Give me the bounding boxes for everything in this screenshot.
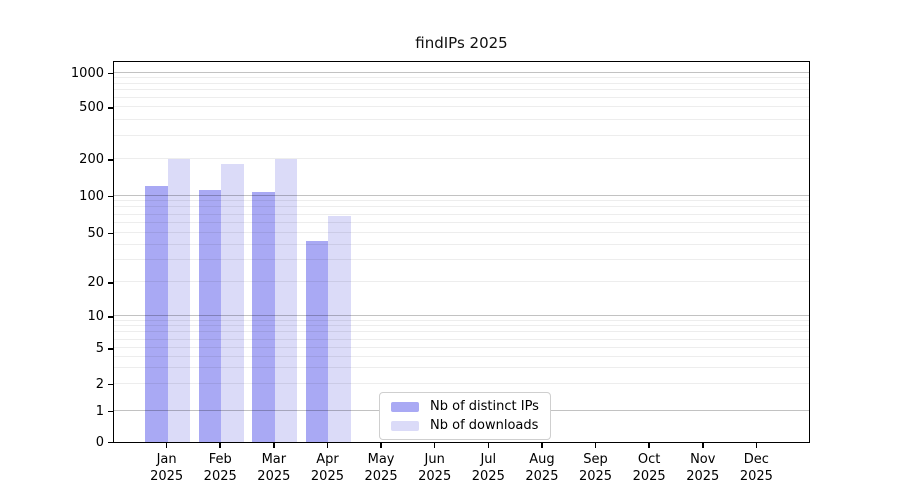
bar-downloads-jan: [167, 159, 191, 442]
gridline-minor: [114, 281, 809, 282]
legend-swatch-distinct-ips: [391, 401, 419, 412]
x-tick-label-may: May 2025: [364, 451, 398, 484]
legend-swatch-downloads: [391, 420, 419, 431]
x-tick-mark: [487, 443, 490, 448]
bar-downloads-apr: [328, 216, 351, 442]
gridline-minor: [114, 118, 809, 120]
bar-distinct-ips-apr: [305, 240, 329, 442]
x-tick-label-jan: Jan 2025: [150, 451, 184, 484]
gridline-minor: [114, 243, 809, 245]
y-tick-label-1000: 1000: [70, 65, 104, 81]
gridline-minor: [114, 206, 809, 208]
x-tick-label-apr: Apr 2025: [310, 451, 344, 484]
y-tick-label-200: 200: [79, 152, 104, 167]
y-tick-mark: [107, 72, 113, 75]
x-tick-label-nov: Nov 2025: [686, 451, 720, 484]
x-tick-label-mar: Mar 2025: [257, 451, 291, 484]
gridline-minor: [114, 106, 809, 107]
plot-inner: [114, 62, 809, 442]
x-tick-mark: [541, 443, 543, 448]
y-tick-label-50: 50: [87, 225, 104, 241]
x-tick-label-jun: Jun 2025: [418, 451, 452, 484]
gridline-minor: [114, 338, 809, 340]
y-tick-mark: [107, 410, 113, 413]
y-tick-label-20: 20: [87, 275, 104, 290]
x-tick-label-aug: Aug 2025: [525, 451, 559, 484]
y-tick-mark: [107, 195, 113, 198]
x-tick-mark: [380, 443, 382, 448]
y-tick-mark: [107, 348, 113, 350]
x-tick-mark: [273, 443, 275, 448]
y-tick-mark: [107, 159, 113, 161]
bar-distinct-ips-mar: [252, 191, 275, 442]
y-tick-label-2: 2: [95, 376, 104, 392]
gridline-minor: [114, 382, 809, 384]
gridline-minor: [114, 76, 809, 78]
y-tick-label-10: 10: [87, 309, 104, 324]
y-tick-label-5: 5: [95, 341, 104, 356]
y-tick-mark: [107, 316, 113, 318]
x-tick-mark: [165, 443, 168, 448]
y-tick-label-500: 500: [79, 100, 104, 115]
x-tick-mark: [219, 443, 221, 448]
y-tick-mark: [107, 441, 113, 444]
gridline-major: [114, 71, 809, 73]
gridline-minor: [114, 331, 809, 333]
x-tick-mark: [755, 443, 758, 448]
x-tick-mark: [594, 443, 597, 448]
legend-label-downloads: Nb of downloads: [430, 418, 539, 433]
gridline-minor: [114, 221, 809, 223]
bar-downloads-mar: [274, 159, 298, 442]
x-tick-mark: [326, 443, 329, 448]
gridline-minor: [114, 325, 809, 327]
y-tick-mark: [107, 383, 113, 386]
gridline-minor: [114, 96, 809, 98]
x-tick-label-dec: Dec 2025: [739, 451, 773, 484]
y-tick-mark: [107, 232, 113, 235]
gridline-minor: [114, 259, 809, 261]
gridline-minor: [114, 82, 809, 84]
x-tick-label-sep: Sep 2025: [578, 451, 613, 484]
gridline-minor: [114, 135, 809, 136]
chart-title: findIPs 2025: [415, 34, 508, 52]
gridline-minor: [114, 89, 809, 91]
x-tick-mark: [648, 443, 650, 448]
legend-label-distinct-ips: Nb of distinct IPs: [430, 399, 539, 414]
gridline-major: [114, 315, 809, 316]
bar-downloads-feb: [221, 163, 244, 442]
gridline-minor: [114, 213, 809, 215]
gridline-minor: [114, 347, 809, 348]
x-tick-label-jul: Jul 2025: [471, 451, 505, 484]
y-tick-label-100: 100: [79, 188, 104, 204]
legend: Nb of distinct IPs Nb of downloads: [379, 392, 551, 440]
bar-distinct-ips-feb: [198, 190, 222, 442]
gridline-minor: [114, 200, 809, 202]
gridline-minor: [114, 366, 809, 368]
x-tick-label-feb: Feb 2025: [203, 451, 237, 484]
legend-item-downloads: Nb of downloads: [391, 418, 539, 433]
gridline-minor: [114, 158, 809, 159]
y-tick-mark: [107, 107, 113, 109]
y-tick-mark: [107, 282, 113, 284]
y-tick-label-1: 1: [95, 403, 104, 419]
gridline-minor: [114, 231, 809, 233]
x-tick-label-oct: Oct 2025: [632, 451, 666, 484]
x-tick-mark: [433, 443, 436, 448]
gridline-major: [114, 194, 809, 196]
plot-area: Nb of distinct IPs Nb of downloads: [113, 61, 810, 443]
gridline-minor: [114, 319, 809, 321]
bar-distinct-ips-jan: [145, 185, 168, 442]
gridline-minor: [114, 355, 809, 357]
legend-item-distinct-ips: Nb of distinct IPs: [391, 399, 539, 414]
x-tick-mark: [702, 443, 704, 448]
y-tick-label-0: 0: [95, 434, 104, 450]
